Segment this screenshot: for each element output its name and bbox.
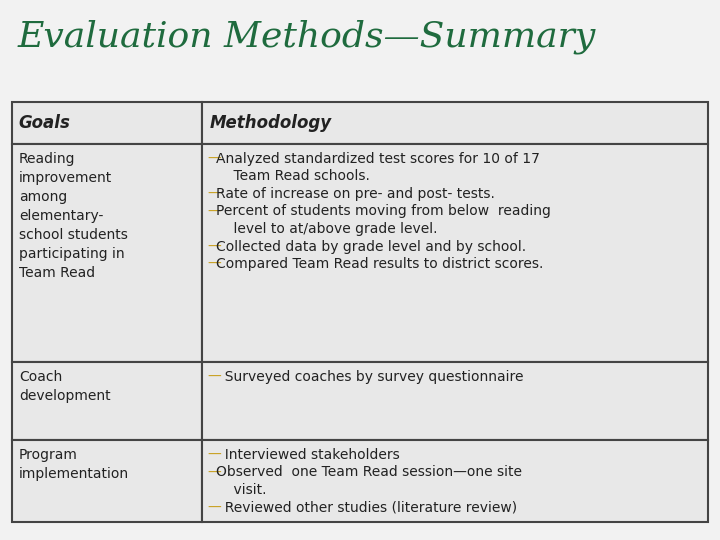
Text: —: — [207,501,221,515]
Text: —: — [207,448,221,462]
Text: Team Read: Team Read [19,266,95,280]
Text: Interviewed stakeholders: Interviewed stakeholders [216,448,400,462]
Text: visit.: visit. [216,483,266,497]
Text: implementation: implementation [19,467,129,481]
Text: —: — [207,257,221,271]
Text: Evaluation Methods—Summary: Evaluation Methods—Summary [18,20,596,55]
Text: Coach: Coach [19,370,62,384]
Text: among: among [19,190,67,204]
Text: —: — [207,240,221,253]
Text: —: — [207,152,221,166]
Text: Rate of increase on pre- and post- tests.: Rate of increase on pre- and post- tests… [216,187,495,201]
Text: —: — [207,465,221,480]
Text: improvement: improvement [19,171,112,185]
Text: Observed  one Team Read session—one site: Observed one Team Read session—one site [216,465,522,480]
Bar [202,440,708,522]
Text: Percent of students moving from below  reading: Percent of students moving from below re… [216,205,551,219]
Bar [202,362,708,440]
Text: —: — [207,370,221,384]
Text: Surveyed coaches by survey questionnaire: Surveyed coaches by survey questionnaire [216,370,523,384]
Bar [12,362,202,440]
Text: level to at/above grade level.: level to at/above grade level. [216,222,438,236]
Text: school students: school students [19,228,128,242]
Text: Program: Program [19,448,78,462]
Text: participating in: participating in [19,247,125,261]
Text: Reviewed other studies (literature review): Reviewed other studies (literature revie… [216,501,517,515]
Text: —: — [207,205,221,219]
Text: Collected data by grade level and by school.: Collected data by grade level and by sch… [216,240,526,253]
Text: Compared Team Read results to district scores.: Compared Team Read results to district s… [216,257,544,271]
Bar [12,440,202,522]
Bar [202,102,708,144]
Bar [202,144,708,362]
Text: Goals: Goals [18,114,70,132]
Text: Analyzed standardized test scores for 10 of 17: Analyzed standardized test scores for 10… [216,152,540,166]
Text: Team Read schools.: Team Read schools. [216,170,370,184]
Text: development: development [19,389,111,403]
Text: —: — [207,187,221,201]
Text: elementary-: elementary- [19,209,104,223]
Bar [12,102,202,144]
Text: Reading: Reading [19,152,76,166]
Bar [12,144,202,362]
Text: Methodology: Methodology [210,114,332,132]
